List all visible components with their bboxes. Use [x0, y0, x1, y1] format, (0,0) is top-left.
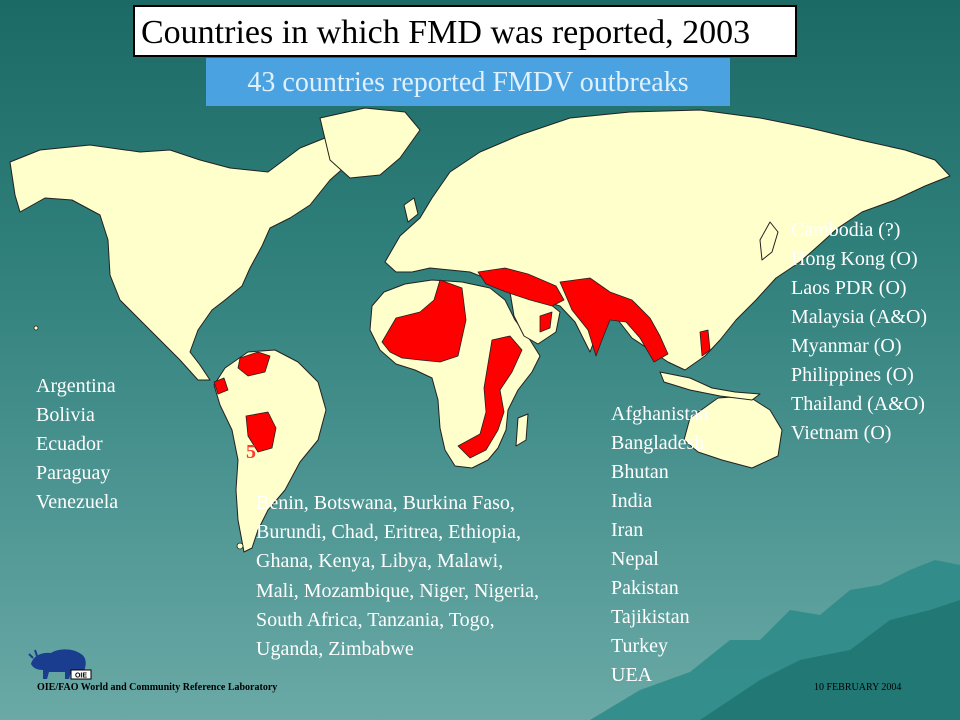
affected-venezuela: [237, 351, 271, 377]
svg-text:OIE: OIE: [75, 673, 87, 680]
list-item: India: [611, 490, 653, 512]
land-indonesia: [659, 371, 761, 401]
bull-logo-icon: OIE: [28, 649, 92, 680]
list-item: Laos PDR (O): [791, 277, 907, 299]
list-item: Tajikistan: [611, 606, 690, 628]
list-item: Malaysia (A&O): [791, 306, 928, 328]
list-item: Bhutan: [611, 461, 669, 483]
map-marker: 5: [246, 441, 256, 463]
list-item: Philippines (O): [791, 364, 914, 386]
affected-ecuador: [213, 377, 229, 395]
land-south-america: [213, 349, 327, 553]
affected-turkey-iran: [477, 267, 565, 307]
list-item: Ecuador: [36, 433, 103, 455]
list-item: Afghanistan: [611, 403, 709, 425]
list-item: Thailand (A&O): [791, 393, 925, 415]
affected-bolivia-paraguay: [245, 411, 277, 453]
list-item: Argentina: [36, 375, 116, 397]
affected-philippines: [699, 329, 711, 357]
land-greenland: [319, 107, 421, 179]
asia-country-list: Afghanistan Bangladesh Bhutan India Iran…: [611, 400, 709, 690]
list-item: Hong Kong (O): [791, 248, 918, 270]
footer-date: 10 FEBRUARY 2004: [814, 682, 902, 693]
se-asia-country-list: Cambodia (?) Hong Kong (O) Laos PDR (O) …: [791, 216, 927, 448]
list-item: Paraguay: [36, 462, 111, 484]
land-madagascar: [515, 413, 529, 447]
list-item: Cambodia (?): [791, 219, 901, 241]
list-item: Turkey: [611, 635, 669, 657]
list-item: Nepal: [611, 548, 659, 570]
affected-east-africa: [457, 335, 523, 459]
slide-subtitle: 43 countries reported FMDV outbreaks: [206, 58, 730, 106]
list-item: Venezuela: [36, 491, 119, 513]
list-item: Myanmar (O): [791, 335, 902, 357]
south-america-country-list: Argentina Bolivia Ecuador Paraguay Venez…: [36, 372, 118, 517]
land-japan: [759, 221, 779, 261]
list-item: Bolivia: [36, 404, 95, 426]
list-item: Vietnam (O): [791, 422, 892, 444]
slide-title: Countries in which FMD was reported, 200…: [133, 5, 797, 57]
affected-oman: [539, 311, 553, 333]
list-item: Bangladesh: [611, 432, 705, 454]
mountain-decoration: [590, 560, 960, 720]
affected-west-africa: [381, 279, 467, 363]
land-north-america: [9, 131, 363, 381]
list-item: Iran: [611, 519, 644, 541]
footer-lab-name: OIE/FAO World and Community Reference La…: [37, 682, 278, 693]
africa-country-list: Benin, Botswana, Burkina Faso, Burundi, …: [256, 492, 540, 661]
list-item: UEA: [611, 664, 653, 686]
land-uk: [403, 197, 419, 223]
affected-south-asia: [559, 277, 669, 363]
list-item: Pakistan: [611, 577, 679, 599]
